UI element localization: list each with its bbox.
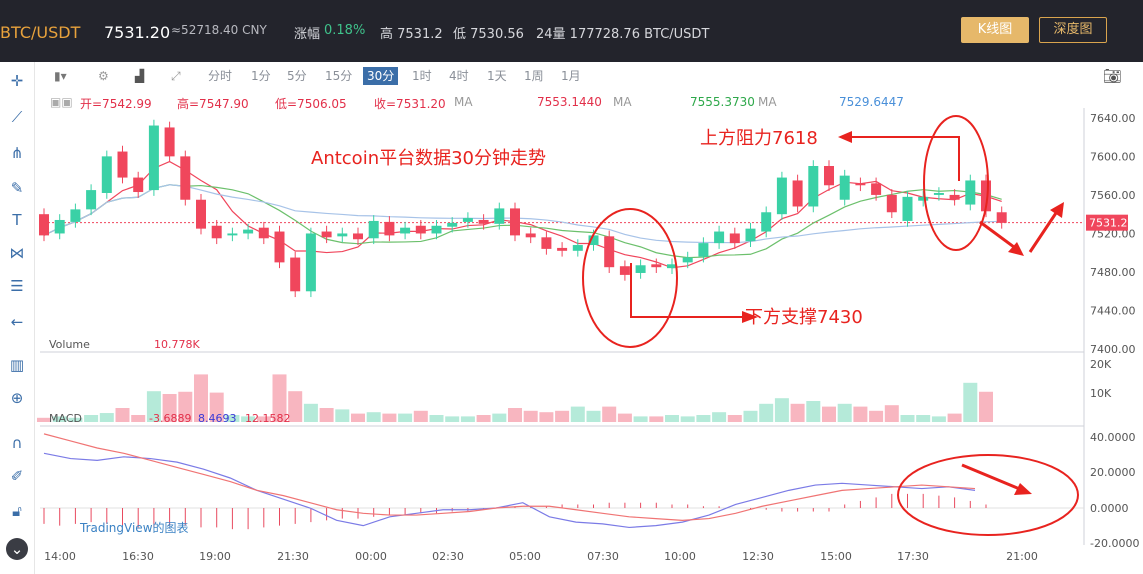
pitchfork-icon[interactable]: ⋔ bbox=[10, 144, 24, 162]
ma-label-1: MA bbox=[454, 95, 473, 109]
kline-button[interactable]: K线图 bbox=[961, 17, 1029, 43]
last-price: 7531.20 bbox=[104, 23, 171, 42]
legend-settings-icon[interactable]: ▣▣ bbox=[50, 95, 73, 109]
low-24h: 低 7530.56 bbox=[453, 27, 524, 42]
chart-panel bbox=[0, 62, 1143, 574]
pattern-icon[interactable]: ⋈ bbox=[9, 244, 25, 262]
drawing-toolbar: ✛ ⟋ ⋔ ✎ T ⋈ ☰ ← ▥ ⊕ ∩ ✐ 🔓︎ ⌄ bbox=[0, 62, 35, 574]
ma-label-3: MA bbox=[758, 95, 777, 109]
interval-8[interactable]: 1周 bbox=[524, 69, 544, 83]
depth-button[interactable]: 深度图 bbox=[1039, 17, 1107, 43]
interval-2[interactable]: 5分 bbox=[287, 69, 307, 83]
interval-1[interactable]: 1分 bbox=[251, 69, 271, 83]
legend-close: 收=7531.20 bbox=[374, 97, 446, 111]
cny-price: ≈52718.40 CNY bbox=[171, 23, 267, 37]
interval-4[interactable]: 30分 bbox=[363, 67, 399, 85]
ticker-bar: BTC/USDT 7531.20 ≈52718.40 CNY 涨幅 0.18% … bbox=[0, 0, 1143, 62]
lock-icon[interactable]: 🔓︎ bbox=[12, 502, 22, 520]
trading-pair[interactable]: BTC/USDT bbox=[0, 23, 81, 42]
legend-high: 高=7547.90 bbox=[177, 97, 249, 111]
pencil-lock-icon[interactable]: ✐ bbox=[10, 467, 24, 485]
brush-icon[interactable]: ✎ bbox=[10, 179, 24, 197]
interval-7[interactable]: 1天 bbox=[487, 69, 507, 83]
back-arrow-icon[interactable]: ← bbox=[10, 313, 24, 331]
text-tool-icon[interactable]: T bbox=[12, 211, 22, 229]
fullscreen-icon[interactable]: ⤢ bbox=[171, 69, 181, 83]
trendline-icon[interactable]: ⟋ bbox=[11, 108, 23, 126]
magnet-icon[interactable]: ∩ bbox=[11, 434, 23, 452]
change-value: 0.18% bbox=[324, 23, 366, 38]
ma-value-1: 7553.1440 bbox=[537, 95, 602, 109]
candle-type-icon[interactable]: ▮▾ bbox=[54, 69, 67, 83]
interval-0[interactable]: 分时 bbox=[208, 69, 233, 83]
interval-3[interactable]: 15分 bbox=[325, 69, 353, 83]
legend-low: 低=7506.05 bbox=[275, 97, 347, 111]
legend-open: 开=7542.99 bbox=[80, 97, 152, 111]
interval-9[interactable]: 1月 bbox=[561, 69, 581, 83]
camera-icon[interactable]: 📷︎ bbox=[1103, 67, 1123, 85]
collapse-icon[interactable]: ⌄ bbox=[6, 538, 28, 560]
ma-value-2: 7555.3730 bbox=[690, 95, 755, 109]
interval-5[interactable]: 1时 bbox=[412, 69, 432, 83]
volume-24h: 24量 177728.76 BTC/USDT bbox=[536, 27, 710, 42]
crosshair-icon[interactable]: ✛ bbox=[10, 72, 24, 90]
ma-value-3: 7529.6447 bbox=[839, 95, 904, 109]
measure-icon[interactable]: ▥ bbox=[9, 356, 25, 374]
change-label: 涨幅 bbox=[294, 27, 321, 42]
fib-icon[interactable]: ☰ bbox=[10, 277, 24, 295]
settings-gear-icon[interactable]: ⚙ bbox=[98, 69, 109, 83]
zoom-icon[interactable]: ⊕ bbox=[10, 389, 24, 407]
indicators-icon[interactable]: ▟ bbox=[135, 69, 145, 83]
ma-label-2: MA bbox=[613, 95, 632, 109]
high-24h: 高 7531.2 bbox=[380, 27, 443, 42]
interval-6[interactable]: 4时 bbox=[449, 69, 469, 83]
